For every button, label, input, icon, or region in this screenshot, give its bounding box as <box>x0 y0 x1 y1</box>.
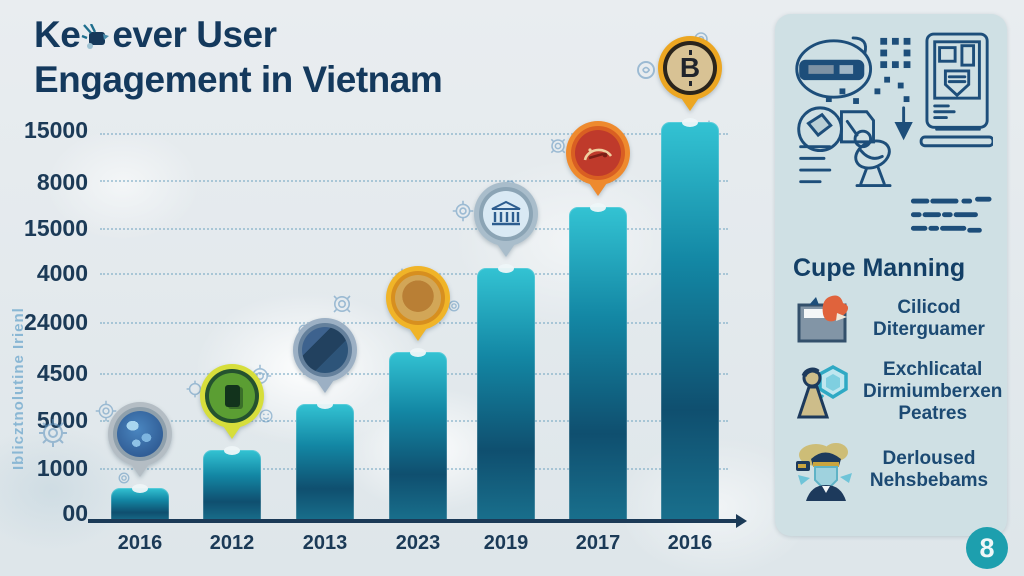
doodle-gear-icon <box>39 419 67 447</box>
marker-tail <box>221 423 243 450</box>
y-tick-label: 1000 <box>36 455 88 481</box>
sidebar-item: Exchlicatal Dirmiumberxen Peatres <box>787 359 1002 425</box>
x-tick-label: 2017 <box>575 532 621 554</box>
marker-badge <box>200 364 264 450</box>
x-tick-label: 2016 <box>117 532 163 554</box>
y-tick-label: 15000 <box>24 117 88 143</box>
pawn-hexagon-icon <box>787 363 863 421</box>
bitcoin-icon: B <box>667 45 713 91</box>
y-tick-label: 24000 <box>24 309 88 335</box>
globe-icon <box>117 411 163 457</box>
gauge-icon <box>575 130 621 176</box>
bar-group <box>290 318 360 522</box>
brand-logo: 8 <box>966 527 1008 569</box>
doodle-smiley-icon <box>259 409 273 423</box>
sidebar-illustration <box>795 32 993 233</box>
x-tick-label: 2016 <box>667 532 713 554</box>
bar-2019 <box>477 264 535 522</box>
title-glyph-icon <box>81 15 111 49</box>
x-tick-label: 2012 <box>209 532 255 554</box>
marker-bank <box>474 182 538 268</box>
folder-bird-icon <box>787 293 863 345</box>
bar-2012 <box>203 446 261 522</box>
sidebar-item-text: Derloused Nehsbebams <box>869 447 989 491</box>
bar-group <box>197 364 267 522</box>
marker-tail <box>679 95 701 122</box>
doodle-gear-icon <box>95 400 117 422</box>
battery-icon <box>224 385 240 407</box>
coin-icon <box>395 275 441 321</box>
bar-group: B <box>655 36 725 522</box>
y-axis-title: Iblicztnolutine Irienl <box>10 307 27 470</box>
x-tick-label: 2013 <box>302 532 348 554</box>
doodle-gear-icon <box>448 300 460 312</box>
bar-2023 <box>389 348 447 522</box>
y-tick-label: 00 <box>62 500 88 526</box>
bar-2016b <box>661 118 719 522</box>
bar-group <box>383 266 453 522</box>
marker-coin <box>386 266 450 352</box>
bar-2017 <box>569 203 627 522</box>
page-title: Ke ever User Engagement in Vietnam <box>34 12 443 102</box>
bar-2016a <box>111 484 169 522</box>
marker-tail <box>495 241 517 268</box>
sidebar-item: Derloused Nehsbebams <box>787 439 995 501</box>
badge-icon <box>209 373 255 419</box>
title-line2: Engagement in Vietnam <box>34 59 443 100</box>
bar-2013 <box>296 400 354 522</box>
x-tick-label: 2019 <box>483 532 529 554</box>
sidebar-item-text: Exchlicatal Dirmiumberxen Peatres <box>863 359 1003 424</box>
gridline <box>100 180 728 182</box>
sidebar-item: Cilicod Diterguamer <box>787 293 995 345</box>
bar-group <box>105 402 175 522</box>
marker-photo <box>293 318 357 404</box>
photo-icon <box>302 327 348 373</box>
sidebar-heading: Cupe Manning <box>793 254 966 282</box>
doodle-gear-icon <box>333 295 351 313</box>
y-tick-label: 8000 <box>36 169 88 195</box>
y-tick-label: 4000 <box>36 260 88 286</box>
x-tick-label: 2023 <box>395 532 441 554</box>
doodle-gear-icon <box>118 472 130 484</box>
marker-tail <box>587 180 609 207</box>
x-axis-arrow-icon <box>736 514 754 528</box>
gridline <box>100 133 728 135</box>
marker-tail <box>314 377 336 404</box>
marker-gauge <box>566 121 630 207</box>
sidebar-panel: Cupe Manning Cilicod Diterguamer <box>775 14 1007 536</box>
guard-person-icon <box>787 439 863 501</box>
marker-globe <box>108 402 172 488</box>
doodle-gear-icon <box>550 138 566 154</box>
bar-group <box>471 182 541 522</box>
y-tick-label: 4500 <box>36 360 88 386</box>
x-axis-line <box>88 519 736 523</box>
sidebar-item-text: Cilicod Diterguamer <box>873 297 985 340</box>
marker-tail <box>129 461 151 488</box>
marker-tail <box>407 325 429 352</box>
marker-bitcoin: B <box>658 36 722 122</box>
title-line1-pre: Ke <box>34 14 81 55</box>
y-tick-label: 15000 <box>24 215 88 241</box>
bank-icon <box>483 191 529 237</box>
doodle-coin-icon <box>637 61 655 79</box>
doodle-gear-icon <box>452 200 474 222</box>
bar-group <box>563 121 633 522</box>
gridline <box>100 228 728 230</box>
title-line1-post: ever User <box>112 14 277 55</box>
